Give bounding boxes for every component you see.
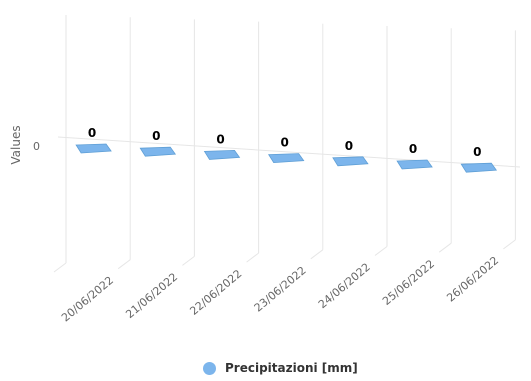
legend-swatch	[203, 361, 216, 375]
x-axis-labels: 20/06/2022 21/06/2022 22/06/2022 23/06/2022…	[59, 254, 501, 325]
grid-foot	[117, 259, 131, 270]
bar-23/06/2022[interactable]	[267, 153, 305, 164]
y-axis-title: Values	[9, 125, 23, 164]
data-label: 0	[281, 136, 289, 150]
data-label: 0	[216, 132, 224, 146]
zero-plane-line	[57, 136, 521, 168]
x-tick-label: 21/06/2022	[123, 270, 180, 321]
grid-lines	[53, 15, 521, 273]
legend[interactable]: Precipitazioni [mm]	[203, 358, 358, 378]
y-tick-label: 0	[33, 140, 40, 153]
x-tick-label: 20/06/2022	[59, 274, 116, 325]
grid-foot	[438, 242, 452, 253]
x-tick-label: 24/06/2022	[316, 260, 373, 311]
data-label: 0	[345, 139, 353, 153]
data-label: 0	[88, 126, 96, 140]
x-tick-label: 23/06/2022	[252, 264, 309, 315]
data-label: 0	[473, 145, 481, 159]
grid-foot	[182, 255, 195, 266]
legend-label-precipitazioni: Precipitazioni [mm]	[225, 361, 358, 375]
bar-20/06/2022[interactable]	[75, 143, 112, 154]
bars	[75, 143, 498, 173]
grid-foot	[246, 252, 259, 263]
bar-22/06/2022[interactable]	[203, 149, 241, 160]
data-label: 0	[409, 142, 417, 156]
x-tick-label: 25/06/2022	[380, 257, 437, 308]
grid-foot	[53, 262, 67, 273]
x-tick-label: 26/06/2022	[444, 254, 501, 305]
grid-foot	[310, 249, 324, 260]
grid-foot	[503, 239, 516, 250]
bar-25/06/2022[interactable]	[396, 159, 433, 170]
y-axis: Values 0	[9, 125, 40, 164]
data-labels: 0 0 0 0 0 0 0	[86, 125, 483, 161]
bar-24/06/2022[interactable]	[332, 156, 369, 167]
bar-21/06/2022[interactable]	[139, 146, 177, 157]
grid-foot	[374, 246, 388, 256]
bar-26/06/2022[interactable]	[460, 162, 498, 173]
data-label: 0	[152, 129, 160, 143]
x-tick-label: 22/06/2022	[188, 267, 245, 318]
